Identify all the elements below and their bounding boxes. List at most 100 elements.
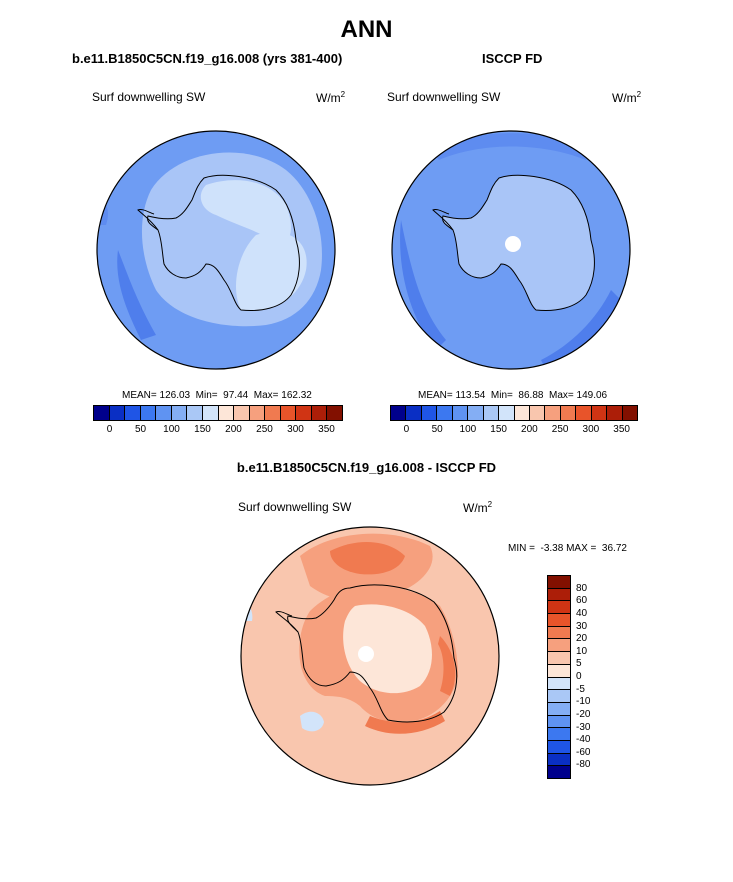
colorbar-swatch [94,406,109,420]
colorbar-swatch [548,739,570,753]
colorbar-swatch [108,406,125,420]
colorbar-tick-label: 40 [576,607,588,619]
colorbar-swatch [233,406,249,420]
colorbar-tick-label: 30 [576,620,588,632]
diff-panel-subtitle: b.e11.B1850C5CN.f19_g16.008 - ISCCP FD [236,460,497,475]
colorbar-tick-label: -10 [576,696,591,708]
colorbar-swatch [548,714,570,728]
colorbar-swatch [548,613,570,626]
colorbar-swatch [544,406,560,420]
right-stats: MEAN= 113.54 Min= 86.88 Max= 149.06 [418,390,608,401]
diff-colorbar [547,575,571,779]
colorbar-tick-label: -80 [576,759,591,771]
left-map-lighter-region [200,180,291,243]
colorbar-swatch [405,406,421,420]
colorbar-swatch [279,406,296,420]
colorbar-swatch [451,406,468,420]
colorbar-swatch [482,406,499,420]
colorbar-swatch [548,752,570,766]
diff-polar-map [240,526,500,786]
diff-map-higher-north [330,541,405,575]
left-variable-name: Surf downwelling SW [92,90,206,104]
colorbar-swatch [621,406,637,420]
colorbar-tick-label: -5 [576,683,585,695]
diff-colorbar-labels: 80 60 40 30 20 10 5 0 -5 -10 -20 -30 -40 -60 -80 [576,576,616,778]
colorbar-tick-label: 60 [576,595,588,607]
left-units: W/m2 [316,90,346,105]
colorbar-swatch [186,406,202,420]
colorbar-swatch [170,406,187,420]
left-stats: MEAN= 126.03 Min= 97.44 Max= 162.32 [122,390,312,401]
diff-stats: MIN = -3.38 MAX = 36.72 [508,543,627,554]
colorbar-tick-label: 300 [582,424,600,435]
colorbar-swatch [590,406,607,420]
right-map-dark-band-south [541,290,621,369]
colorbar-tick-label: 100 [459,424,477,435]
colorbar-tick-label: 150 [194,424,211,435]
colorbar-tick-label: -30 [576,721,591,733]
colorbar-swatch [548,600,570,614]
colorbar-tick-label: 20 [576,633,588,645]
colorbar-tick-label: 100 [163,424,180,435]
right-map-peninsula [432,209,454,231]
diff-variable-name: Surf downwelling SW [238,500,352,514]
diff-map-peninsula [275,611,299,633]
colorbar-swatch [310,406,327,420]
colorbar-tick-label: -20 [576,708,591,720]
right-map-dark-band-north [431,133,591,160]
colorbar-swatch [548,638,570,652]
left-map-lighter-region-east [236,231,307,311]
colorbar-tick-label: 50 [134,424,147,435]
colorbar-swatch [548,663,570,677]
diff-map-coastline [287,584,458,723]
colorbar-swatch [248,406,265,420]
right-map-coastline [442,174,595,311]
colorbar-swatch [548,587,570,601]
diff-map-border [240,526,500,786]
right-units: W/m2 [612,90,642,105]
right-polar-map [391,130,631,370]
colorbar-tick-label: 5 [576,658,582,670]
colorbar-swatch [548,701,570,715]
colorbar-swatch [124,406,140,420]
diff-map-pole-hole [358,646,374,662]
colorbar-swatch [606,406,622,420]
colorbar-tick-label: 50 [431,424,443,435]
colorbar-swatch [155,406,171,420]
colorbar-tick-label: 250 [256,424,273,435]
right-map-pole-hole [505,236,521,252]
colorbar-swatch [420,406,437,420]
colorbar-swatch [548,727,570,740]
left-map-border [96,130,336,370]
colorbar-tick-label: 80 [576,582,588,594]
right-variable-name: Surf downwelling SW [387,90,501,104]
diff-units: W/m2 [463,500,493,515]
colorbar-swatch [548,651,570,664]
colorbar-swatch [201,406,218,420]
colorbar-swatch [295,406,311,420]
colorbar-swatch [467,406,483,420]
colorbar-swatch [513,406,529,420]
colorbar-tick-label: 200 [225,424,242,435]
colorbar-swatch [548,676,570,690]
colorbar-tick-label: 350 [318,424,335,435]
left-panel-subtitle: b.e11.B1850C5CN.f19_g16.008 (yrs 381-400… [72,51,343,66]
colorbar-swatch [559,406,576,420]
colorbar-swatch [264,406,280,420]
colorbar-swatch [436,406,452,420]
right-panel-subtitle: ISCCP FD [482,51,543,66]
figure-title: ANN [340,16,393,43]
colorbar-tick-label: 10 [576,645,588,657]
colorbar-swatch [528,406,545,420]
colorbar-swatch [139,406,156,420]
colorbar-tick-label: 0 [576,671,582,682]
diff-map-negative-patch [300,711,324,732]
diff-map-land-interior [343,604,432,694]
right-map-dark-band-west [400,220,446,350]
colorbar-swatch [326,406,342,420]
left-colorbar: 0 50 100 150 200 250 300 350 [93,405,343,435]
right-colorbar: 0 50 100 150 200 250 300 350 [390,405,638,435]
colorbar-tick-label: 0 [403,424,410,435]
colorbar-swatch [391,406,406,420]
colorbar-swatch [217,406,234,420]
